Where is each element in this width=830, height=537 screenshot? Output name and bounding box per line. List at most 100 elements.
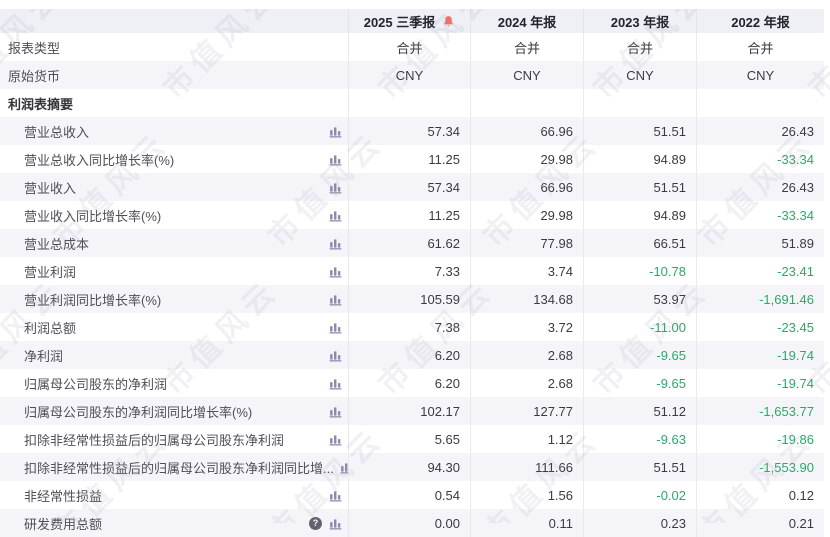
value-cell: 51.12 — [583, 397, 696, 425]
value-cell: 合并 — [348, 33, 470, 61]
bar-chart-icon[interactable] — [329, 125, 342, 138]
value-cell: -33.34 — [696, 145, 824, 173]
row-label-cell: 非经常性损益 — [0, 481, 348, 509]
table-row: 归属母公司股东的净利润 6.20 2.68 -9.65 -19.74 — [0, 369, 824, 397]
value-cell: 11.25 — [348, 145, 470, 173]
row-icon-group — [334, 461, 348, 474]
row-label-cell: 利润表摘要 — [0, 89, 348, 117]
value-cell: 2.68 — [470, 369, 583, 397]
value-cell: 26.43 — [696, 173, 824, 201]
bar-chart-icon[interactable] — [329, 181, 342, 194]
value-cell: 0.11 — [470, 509, 583, 537]
value-cell — [348, 89, 470, 117]
bar-chart-icon[interactable] — [340, 461, 348, 474]
value-cell: 51.89 — [696, 229, 824, 257]
value-cell: -9.65 — [583, 369, 696, 397]
table-row: 营业总收入 57.34 66.96 51.51 26.43 — [0, 117, 824, 145]
row-icon-group — [323, 349, 348, 362]
row-label: 营业收入 — [24, 180, 77, 196]
bar-chart-icon[interactable] — [329, 405, 342, 418]
financial-report-page: 2025 三季报 2024 年报 2023 年报 2022 年报 报表类型 合并合… — [0, 9, 830, 537]
row-label-cell: 营业利润 — [0, 257, 348, 285]
table-row: 研发费用总额? 0.00 0.11 0.23 0.21 — [0, 509, 824, 537]
table-row: 利润总额 7.38 3.72 -11.00 -23.45 — [0, 313, 824, 341]
value-cell: 29.98 — [470, 145, 583, 173]
value-cell: 26.43 — [696, 117, 824, 145]
row-label: 归属母公司股东的净利润同比增长率(%) — [24, 404, 253, 420]
bar-chart-icon[interactable] — [329, 293, 342, 306]
value-cell: 0.12 — [696, 481, 824, 509]
value-cell: CNY — [348, 61, 470, 89]
header-period-2023: 2023 年报 — [583, 9, 696, 33]
value-cell — [696, 89, 824, 117]
row-icon-group — [323, 489, 348, 502]
bar-chart-icon[interactable] — [329, 377, 342, 390]
value-cell: 合并 — [583, 33, 696, 61]
value-cell: 1.12 — [470, 425, 583, 453]
row-label-cell: 营业收入 — [0, 173, 348, 201]
table-row: 营业利润同比增长率(%) 105.59 134.68 53.97 -1,691.46 — [0, 285, 824, 313]
table-row: 营业收入 57.34 66.96 51.51 26.43 — [0, 173, 824, 201]
bar-chart-icon[interactable] — [329, 153, 342, 166]
header-period-label: 2025 三季报 — [363, 14, 436, 30]
row-label: 净利润 — [24, 348, 64, 364]
row-label: 原始货币 — [8, 68, 61, 84]
value-cell: 134.68 — [470, 285, 583, 313]
value-cell: 2.68 — [470, 341, 583, 369]
row-label: 归属母公司股东的净利润 — [24, 376, 168, 392]
bar-chart-icon[interactable] — [329, 321, 342, 334]
value-cell: CNY — [696, 61, 824, 89]
row-label-cell: 归属母公司股东的净利润同比增长率(%) — [0, 397, 348, 425]
table-row: 净利润 6.20 2.68 -9.65 -19.74 — [0, 341, 824, 369]
table-body: 报表类型 合并 合并 合并 合并 原始货币 CNY CNY CNY CNY 利润表摘要 营业总收入 57… — [0, 33, 824, 537]
value-cell: 61.62 — [348, 229, 470, 257]
row-label: 扣除非经常性损益后的归属母公司股东净利润同比增... — [24, 460, 334, 476]
help-icon[interactable]: ? — [309, 516, 322, 530]
value-cell: 3.72 — [470, 313, 583, 341]
row-label-cell: 扣除非经常性损益后的归属母公司股东净利润同比增... — [0, 453, 348, 481]
value-cell: 53.97 — [583, 285, 696, 313]
value-cell: 7.38 — [348, 313, 470, 341]
row-icon-group — [323, 321, 348, 334]
row-icon-group — [323, 265, 348, 278]
header-period-2022: 2022 年报 — [696, 9, 824, 33]
bar-chart-icon[interactable] — [329, 237, 342, 250]
row-label-cell: 扣除非经常性损益后的归属母公司股东净利润 — [0, 425, 348, 453]
bar-chart-icon[interactable] — [329, 209, 342, 222]
value-cell — [470, 89, 583, 117]
alert-bell-icon[interactable] — [442, 15, 455, 28]
value-cell: 0.54 — [348, 481, 470, 509]
row-icon-group — [323, 293, 348, 306]
table-row: 扣除非经常性损益后的归属母公司股东净利润同比增... 94.30 111.66 51.… — [0, 453, 824, 481]
table-row: 原始货币 CNY CNY CNY CNY — [0, 61, 824, 89]
table-header-row: 2025 三季报 2024 年报 2023 年报 2022 年报 — [0, 9, 824, 33]
value-cell: 66.96 — [470, 117, 583, 145]
value-cell: 合并 — [696, 33, 824, 61]
value-cell: 77.98 — [470, 229, 583, 257]
header-period-2025: 2025 三季报 — [348, 9, 470, 33]
table-row: 利润表摘要 — [0, 89, 824, 117]
row-icon-group — [323, 181, 348, 194]
bar-chart-icon[interactable] — [329, 349, 342, 362]
row-label: 营业总成本 — [24, 236, 90, 252]
bar-chart-icon[interactable] — [329, 489, 342, 502]
table-row: 营业收入同比增长率(%) 11.25 29.98 94.89 -33.34 — [0, 201, 824, 229]
header-label-cell — [0, 9, 348, 33]
table-row: 营业总成本 61.62 77.98 66.51 51.89 — [0, 229, 824, 257]
row-label: 利润表摘要 — [8, 96, 74, 112]
row-label-cell: 原始货币 — [0, 61, 348, 89]
bar-chart-icon[interactable] — [329, 433, 342, 446]
value-cell: 66.96 — [470, 173, 583, 201]
row-label: 报表类型 — [8, 40, 61, 56]
value-cell: 111.66 — [470, 453, 583, 481]
value-cell: 0.23 — [583, 509, 696, 537]
row-icon-group — [323, 209, 348, 222]
row-label: 营业利润 — [24, 264, 77, 280]
row-label: 研发费用总额 — [24, 516, 103, 532]
value-cell: -33.34 — [696, 201, 824, 229]
value-cell: -23.45 — [696, 313, 824, 341]
value-cell: 127.77 — [470, 397, 583, 425]
bar-chart-icon[interactable] — [329, 517, 342, 530]
financial-table: 2025 三季报 2024 年报 2023 年报 2022 年报 报表类型 合并合… — [0, 9, 824, 537]
bar-chart-icon[interactable] — [329, 265, 342, 278]
